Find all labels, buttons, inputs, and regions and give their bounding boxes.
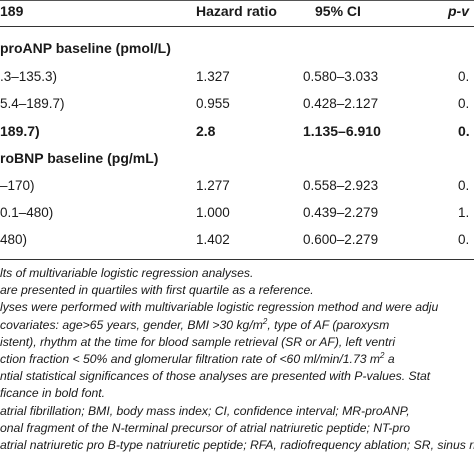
- p-cell: 1.: [458, 205, 470, 220]
- range-cell: .3–135.3): [0, 69, 58, 84]
- table-bottom-rule: [0, 259, 474, 260]
- footnote-line: are presented in quartiles with first qu…: [0, 283, 314, 298]
- ci-cell: 0.558–2.923: [303, 178, 379, 193]
- hr-cell: 1.327: [196, 69, 230, 84]
- ci-cell: 0.439–2.279: [303, 205, 379, 220]
- header-95-ci: 95% CI: [315, 3, 361, 19]
- range-cell: –170): [0, 178, 35, 193]
- header-rule: [0, 26, 474, 27]
- footnote-line: atrial natriuretic pro B-type natriureti…: [0, 438, 474, 453]
- range-cell: 189.7): [0, 123, 40, 139]
- table-row: –170) 1.277 0.558–2.923 0.: [0, 178, 474, 200]
- p-cell: 0.: [458, 232, 470, 247]
- p-cell: 0.: [458, 69, 470, 84]
- footnote-line: ficance in bold font.: [0, 386, 106, 401]
- ci-cell: 1.135–6.910: [303, 123, 381, 139]
- ci-cell: 0.600–2.279: [303, 232, 379, 247]
- section-title-ntprobnp: roBNP baseline (pg/mL): [0, 150, 159, 166]
- range-cell: 480): [0, 232, 28, 247]
- range-cell: 0.1–480): [0, 205, 54, 220]
- ci-cell: 0.428–2.127: [303, 96, 379, 111]
- hr-cell: 1.277: [196, 178, 230, 193]
- range-cell: 5.4–189.7): [0, 96, 65, 111]
- footnote-line: ntial statistical significances of those…: [0, 369, 431, 384]
- section-title-proanp: proANP baseline (pmol/L): [0, 40, 171, 56]
- p-cell: 0.: [458, 178, 470, 193]
- footnote-line: lts of multivariable logistic regression…: [0, 266, 254, 280]
- table-top-rule: [0, 0, 474, 1]
- footnote-line: onal fragment of the N-terminal precurso…: [0, 420, 411, 435]
- hr-cell: 2.8: [196, 123, 216, 139]
- hr-cell: 1.402: [196, 232, 230, 247]
- footnote-line: istent), rhythm at the time for blood sa…: [0, 334, 396, 349]
- table-row: 480) 1.402 0.600–2.279 0.: [0, 232, 474, 254]
- table-row: 189.7) 2.8 1.135–6.910 0.: [0, 123, 474, 145]
- p-cell: 0.: [458, 123, 470, 139]
- header-n: 189: [0, 3, 24, 19]
- footnote-line: ction fraction < 50% and glomerular filt…: [0, 350, 395, 367]
- hr-cell: 0.955: [196, 96, 230, 111]
- ci-cell: 0.580–3.033: [303, 69, 379, 84]
- footnote-line: atrial fibrillation; BMI, body mass inde…: [0, 403, 410, 418]
- header-hazard-ratio: Hazard ratio: [196, 3, 277, 19]
- table-footnotes: lts of multivariable logistic regression…: [0, 265, 474, 454]
- hr-cell: 1.000: [196, 205, 230, 220]
- table-row: 5.4–189.7) 0.955 0.428–2.127 0.: [0, 96, 474, 118]
- header-p-value: p-v: [448, 3, 469, 19]
- p-cell: 0.: [458, 96, 470, 111]
- footnote-line: covariates: age>65 years, gender, BMI >3…: [0, 316, 390, 332]
- footnote-line: lyses were performed with multivariable …: [0, 300, 439, 315]
- table-row: 0.1–480) 1.000 0.439–2.279 1.: [0, 205, 474, 227]
- table-row: .3–135.3) 1.327 0.580–3.033 0.: [0, 69, 474, 91]
